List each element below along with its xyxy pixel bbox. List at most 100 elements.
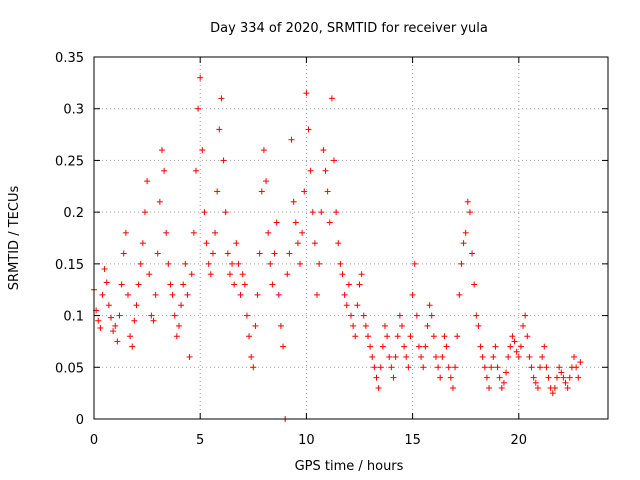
data-point: [214, 188, 221, 195]
data-point: [464, 198, 471, 205]
data-point: [492, 343, 499, 350]
data-point: [398, 322, 405, 329]
data-point: [435, 364, 442, 371]
data-point: [371, 364, 378, 371]
data-point: [241, 281, 248, 288]
data-point: [301, 188, 308, 195]
data-point: [318, 209, 325, 216]
y-axis-title: SRMTID / TECUs: [7, 186, 22, 291]
data-point: [460, 240, 467, 247]
data-point: [141, 209, 148, 216]
data-point: [539, 353, 546, 360]
data-point: [517, 343, 524, 350]
data-point: [379, 343, 386, 350]
data-point: [322, 167, 329, 174]
data-point: [466, 209, 473, 216]
data-point: [116, 312, 123, 319]
data-point: [154, 250, 161, 257]
data-point: [381, 322, 388, 329]
data-point: [192, 167, 199, 174]
data-point: [218, 95, 225, 102]
data-point: [577, 359, 584, 366]
data-point: [224, 250, 231, 257]
data-point: [430, 333, 437, 340]
data-point: [354, 302, 361, 309]
data-point: [509, 333, 516, 340]
data-point: [515, 353, 522, 360]
data-point: [222, 209, 229, 216]
data-point: [494, 364, 501, 371]
data-point: [524, 333, 531, 340]
data-point: [352, 333, 359, 340]
x-axis-title: GPS time / hours: [295, 459, 404, 474]
data-point: [362, 322, 369, 329]
data-point: [375, 384, 382, 391]
data-point: [150, 317, 157, 324]
data-point: [167, 281, 174, 288]
data-point: [231, 281, 238, 288]
data-point: [280, 343, 287, 350]
data-point: [341, 291, 348, 298]
data-point: [549, 390, 556, 397]
data-point: [199, 147, 206, 154]
data-point: [418, 353, 425, 360]
data-point: [348, 312, 354, 319]
data-point: [246, 333, 253, 340]
data-point: [148, 312, 155, 319]
data-point: [462, 229, 469, 236]
data-point: [99, 291, 106, 298]
data-point: [273, 219, 280, 226]
data-point: [452, 364, 459, 371]
data-point: [454, 333, 461, 340]
data-point: [390, 374, 397, 381]
data-point: [156, 198, 163, 205]
data-point: [286, 250, 293, 257]
data-point: [513, 348, 520, 355]
data-point: [201, 209, 208, 216]
data-point: [205, 260, 212, 267]
data-point: [483, 374, 490, 381]
data-point: [133, 302, 140, 309]
data-point: [426, 302, 433, 309]
data-point: [386, 353, 393, 360]
data-point: [243, 312, 250, 319]
data-point: [122, 229, 129, 236]
y-tick-label: 0.25: [55, 154, 84, 169]
data-point: [367, 343, 374, 350]
data-point: [294, 240, 301, 247]
data-point: [458, 260, 465, 267]
data-point: [326, 219, 333, 226]
data-point: [275, 291, 282, 298]
data-point: [534, 384, 541, 391]
y-tick-label: 0.1: [63, 310, 84, 325]
data-point: [528, 364, 535, 371]
data-point: [522, 312, 529, 319]
x-tick-label: 20: [511, 433, 528, 448]
data-point: [564, 384, 571, 391]
data-point: [114, 338, 121, 345]
data-point: [292, 219, 299, 226]
data-point: [405, 364, 412, 371]
data-point: [456, 291, 463, 298]
data-point: [407, 333, 414, 340]
data-point: [477, 343, 484, 350]
data-point: [490, 353, 497, 360]
data-point: [105, 302, 112, 309]
data-point: [473, 312, 480, 319]
data-point: [526, 353, 533, 360]
y-tick-label: 0.35: [55, 51, 84, 66]
data-point: [299, 229, 306, 236]
data-point: [137, 260, 144, 267]
data-point: [139, 240, 146, 247]
data-point: [284, 271, 291, 278]
y-tick-label: 0: [76, 413, 84, 428]
data-point: [566, 374, 573, 381]
data-point: [428, 312, 435, 319]
data-point: [309, 209, 316, 216]
data-point: [496, 374, 503, 381]
data-point: [320, 147, 327, 154]
data-point: [543, 364, 550, 371]
data-point: [541, 343, 548, 350]
data-point: [479, 353, 486, 360]
